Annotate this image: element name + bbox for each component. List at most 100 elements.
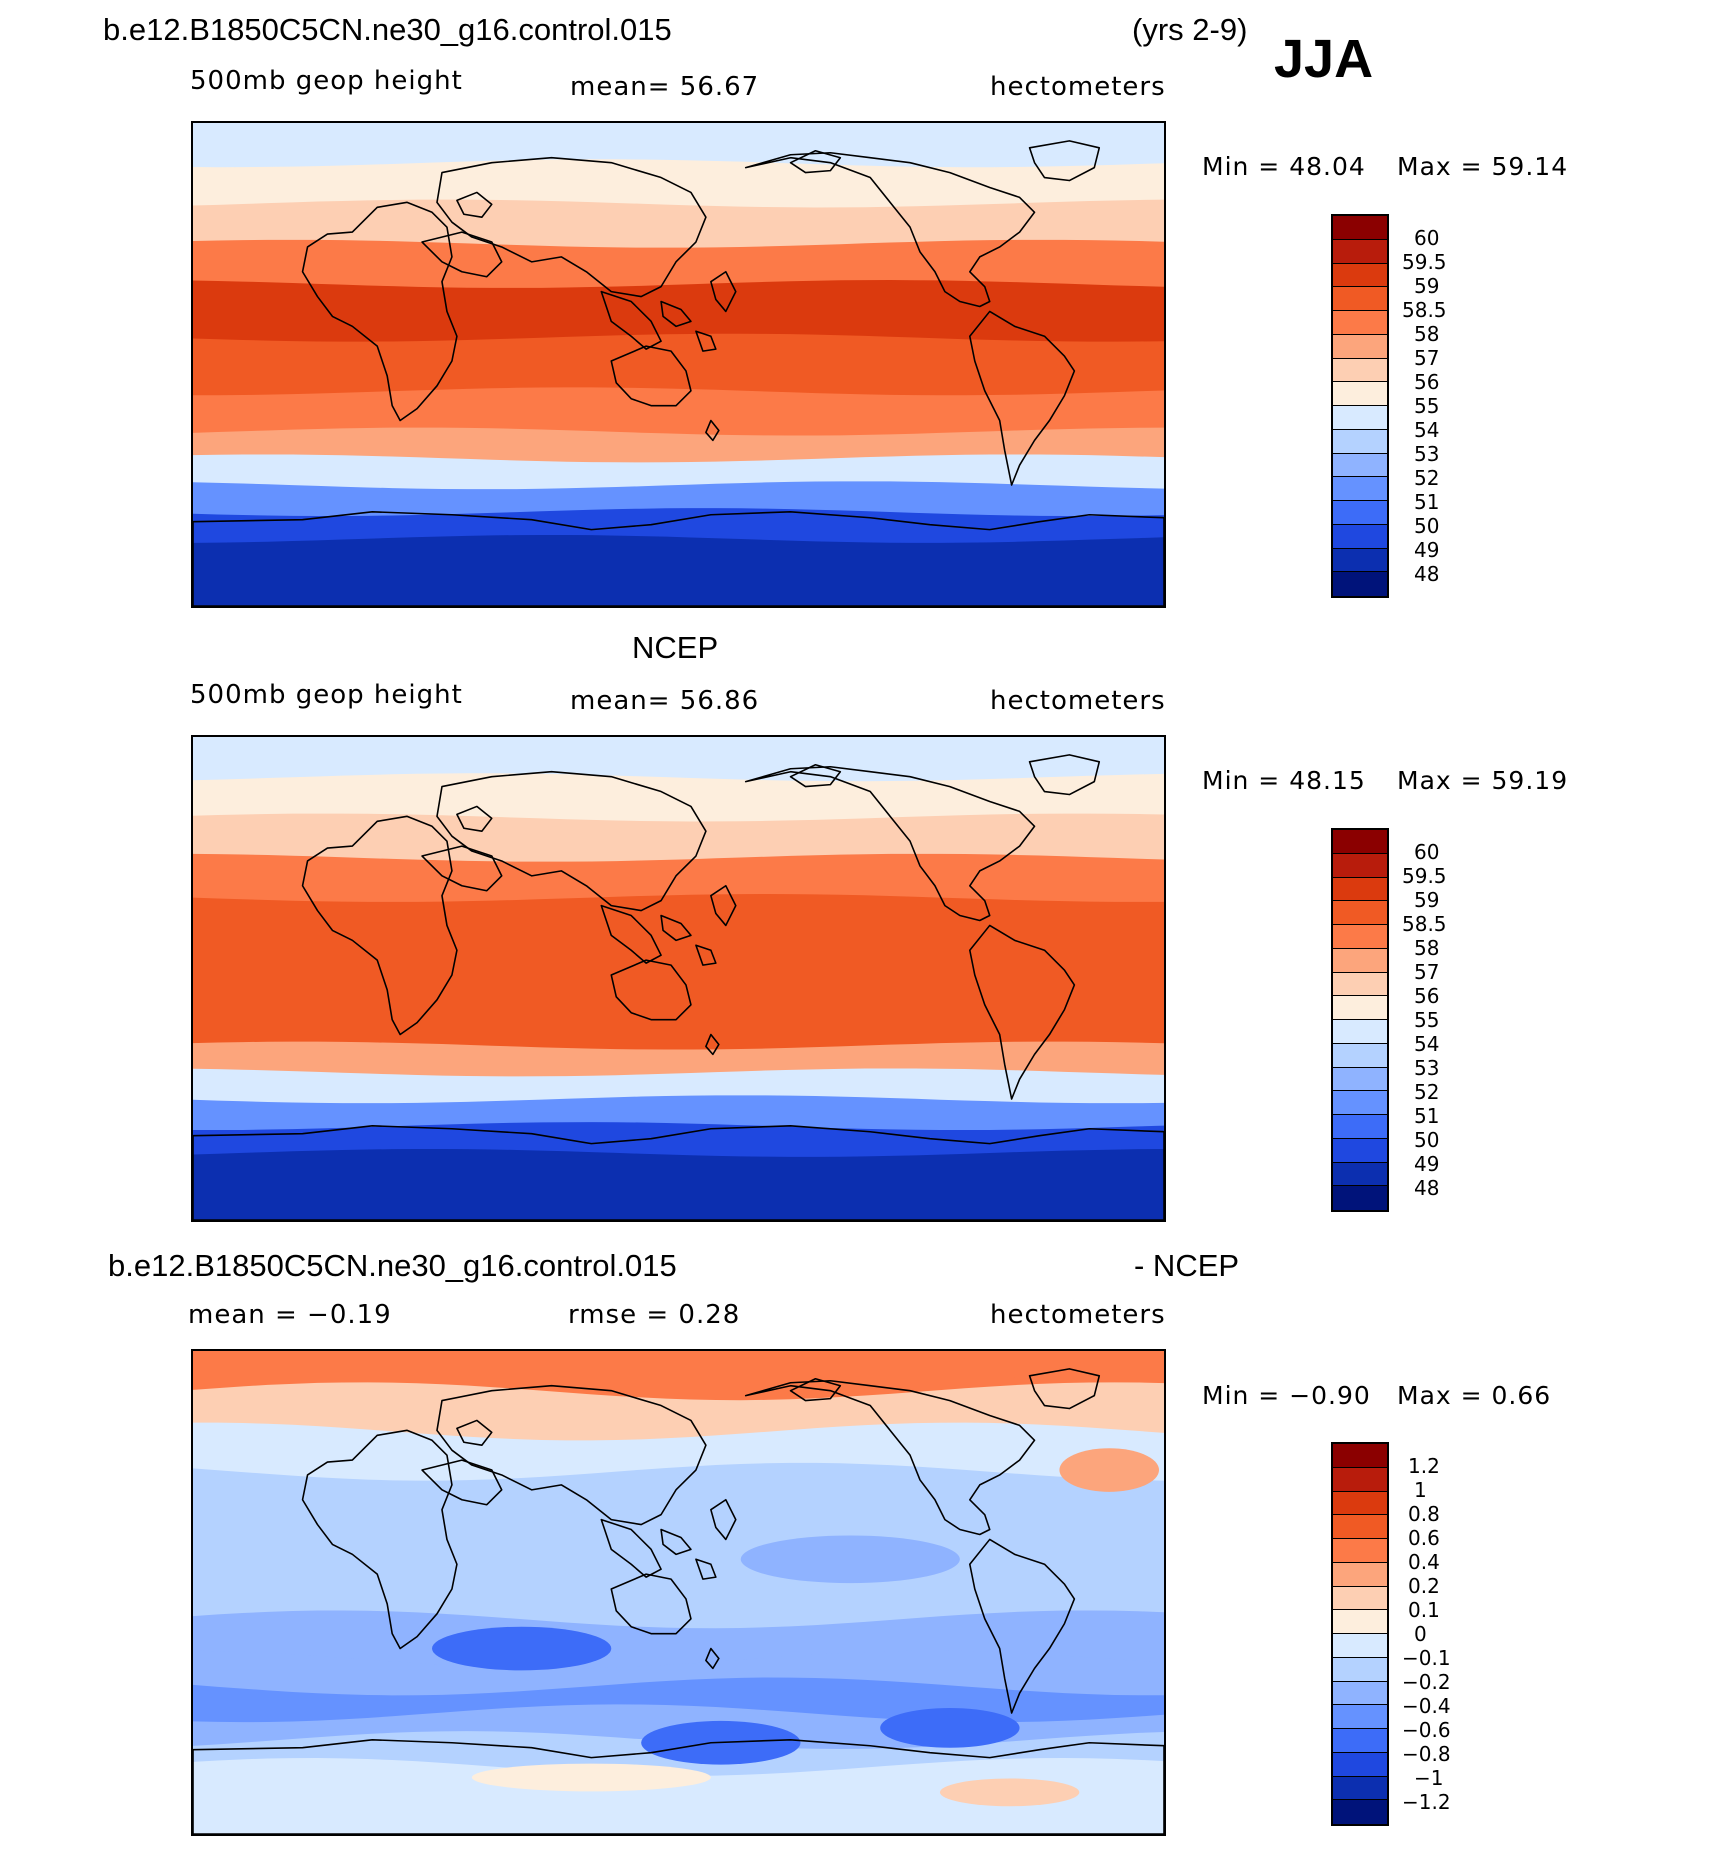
colorbar-tick-label: 55 (1414, 394, 1440, 418)
colorbar-swatch (1333, 1091, 1387, 1115)
colorbar-tick-label: 0.6 (1408, 1526, 1440, 1550)
colorbar-swatch (1333, 1043, 1387, 1068)
colorbar-swatch (1333, 334, 1387, 359)
colorbar-swatch (1333, 1515, 1387, 1539)
panel1-min-label: Min = 48.04 (1202, 152, 1366, 181)
panel2-colorbar-labels: 60 59.5 59 58.5 58 57 56 55 54 53 52 51 50 49 48 (1400, 828, 1470, 1212)
colorbar-swatch (1333, 429, 1387, 454)
panel3-mean-label: mean = −0.19 (188, 1300, 392, 1330)
coastline (301, 815, 458, 1036)
panel2-colorbar (1331, 828, 1389, 1212)
contour-band (193, 1758, 1164, 1834)
colorbar-swatch (1333, 1562, 1387, 1587)
colorbar-swatch (1333, 1467, 1387, 1492)
colorbar-tick-label: 54 (1414, 1032, 1440, 1056)
panel1-colorbar-labels: 60 59.5 59 58.5 58 57 56 55 54 53 52 51 50 49 48 (1400, 214, 1470, 598)
colorbar-swatch (1333, 382, 1387, 406)
colorbar-tick-label: 58 (1414, 322, 1440, 346)
panel3-colorbar-labels: 1.2 1 0.8 0.6 0.4 0.2 0.1 0 −0.1 −0.2 −0.4 −0.6 −0.8… (1400, 1442, 1470, 1826)
colorbar-tick-label: 54 (1414, 418, 1440, 442)
colorbar-tick-label: 58.5 (1402, 298, 1447, 322)
panel2-min-label: Min = 48.15 (1202, 766, 1366, 795)
colorbar-swatch (1333, 1444, 1387, 1468)
panel3-rmse-label: rmse = 0.28 (568, 1300, 741, 1330)
coastline (301, 201, 458, 422)
panel2-max-label: Max = 59.19 (1397, 766, 1569, 795)
coastline (969, 1538, 1076, 1714)
panel2-map (191, 735, 1166, 1222)
colorbar-swatch (1333, 406, 1387, 430)
coastline (695, 330, 717, 352)
colorbar-tick-label: −1.2 (1402, 1790, 1451, 1814)
coastline (301, 1429, 458, 1650)
colorbar-tick-label: 48 (1414, 1176, 1440, 1200)
colorbar-tick-label: −0.8 (1402, 1742, 1451, 1766)
colorbar-tick-label: 58.5 (1402, 912, 1447, 936)
colorbar-tick-label: 51 (1414, 490, 1440, 514)
colorbar-tick-label: −0.2 (1402, 1670, 1451, 1694)
colorbar-swatch (1333, 925, 1387, 949)
coastline (436, 770, 707, 912)
coastline (744, 1379, 1036, 1536)
colorbar-swatch (1333, 548, 1387, 573)
contour-band (193, 1650, 1164, 1702)
panel3-colorbar (1331, 1442, 1389, 1826)
colorbar-tick-label: 59 (1414, 888, 1440, 912)
colorbar-tick-label: 51 (1414, 1104, 1440, 1128)
colorbar-swatch (1333, 877, 1387, 902)
colorbar-swatch (1333, 216, 1387, 240)
colorbar-swatch (1333, 853, 1387, 878)
colorbar-tick-label: 48 (1414, 562, 1440, 586)
coastline (193, 510, 1164, 606)
colorbar-tick-label: 49 (1414, 1152, 1440, 1176)
colorbar-tick-label: 0.1 (1408, 1598, 1440, 1622)
coastline (436, 156, 707, 298)
colorbar-tick-label: 59 (1414, 274, 1440, 298)
colorbar-tick-label: −1 (1414, 1766, 1444, 1790)
colorbar-swatch (1333, 572, 1387, 596)
colorbar-tick-label: 1.2 (1408, 1454, 1440, 1478)
contour-band (193, 893, 1164, 962)
contour-band (193, 1148, 1164, 1220)
colorbar-tick-label: 0.8 (1408, 1502, 1440, 1526)
panel2-field-label: 500mb geop height (190, 680, 463, 710)
anomaly-patch (790, 1356, 1030, 1385)
panel3-min-label: Min = −0.90 (1202, 1381, 1371, 1410)
contour-band (193, 1610, 1164, 1675)
anomaly-patch (939, 1778, 1080, 1807)
season-label: JJA (1274, 29, 1374, 89)
colorbar-tick-label: 55 (1414, 1008, 1440, 1032)
coastline (744, 151, 1036, 308)
colorbar-swatch (1333, 1115, 1387, 1139)
panel2-mean-label: mean= 56.86 (570, 686, 760, 716)
panel3-units-label: hectometers (990, 1300, 1166, 1330)
coastline (660, 914, 692, 942)
coastline (600, 290, 662, 350)
colorbar-tick-label: 53 (1414, 1056, 1440, 1080)
coastline (744, 765, 1036, 922)
panel1-max-label: Max = 59.14 (1397, 152, 1569, 181)
colorbar-swatch (1333, 1634, 1387, 1658)
coastline (710, 884, 737, 927)
contour-band (193, 1001, 1164, 1056)
coastline (969, 924, 1076, 1100)
colorbar-swatch (1333, 263, 1387, 288)
panel1-colorbar (1331, 214, 1389, 598)
anomaly-patch (432, 1626, 612, 1671)
panel1-field-label: 500mb geop height (190, 66, 463, 96)
colorbar-tick-label: 0 (1414, 1622, 1427, 1646)
coastline (969, 310, 1076, 486)
colorbar-tick-label: 57 (1414, 346, 1440, 370)
colorbar-swatch (1333, 1539, 1387, 1563)
contour-band (193, 123, 1164, 174)
colorbar-swatch (1333, 1162, 1387, 1187)
colorbar-tick-label: 52 (1414, 1080, 1440, 1104)
case-title: b.e12.B1850C5CN.ne30_g16.control.015 (103, 12, 672, 47)
colorbar-swatch (1333, 501, 1387, 525)
colorbar-swatch (1333, 1586, 1387, 1611)
coastline (600, 1518, 662, 1578)
colorbar-tick-label: −0.4 (1402, 1694, 1451, 1718)
colorbar-swatch (1333, 358, 1387, 383)
colorbar-swatch (1333, 1186, 1387, 1210)
contour-band (193, 1422, 1164, 1487)
